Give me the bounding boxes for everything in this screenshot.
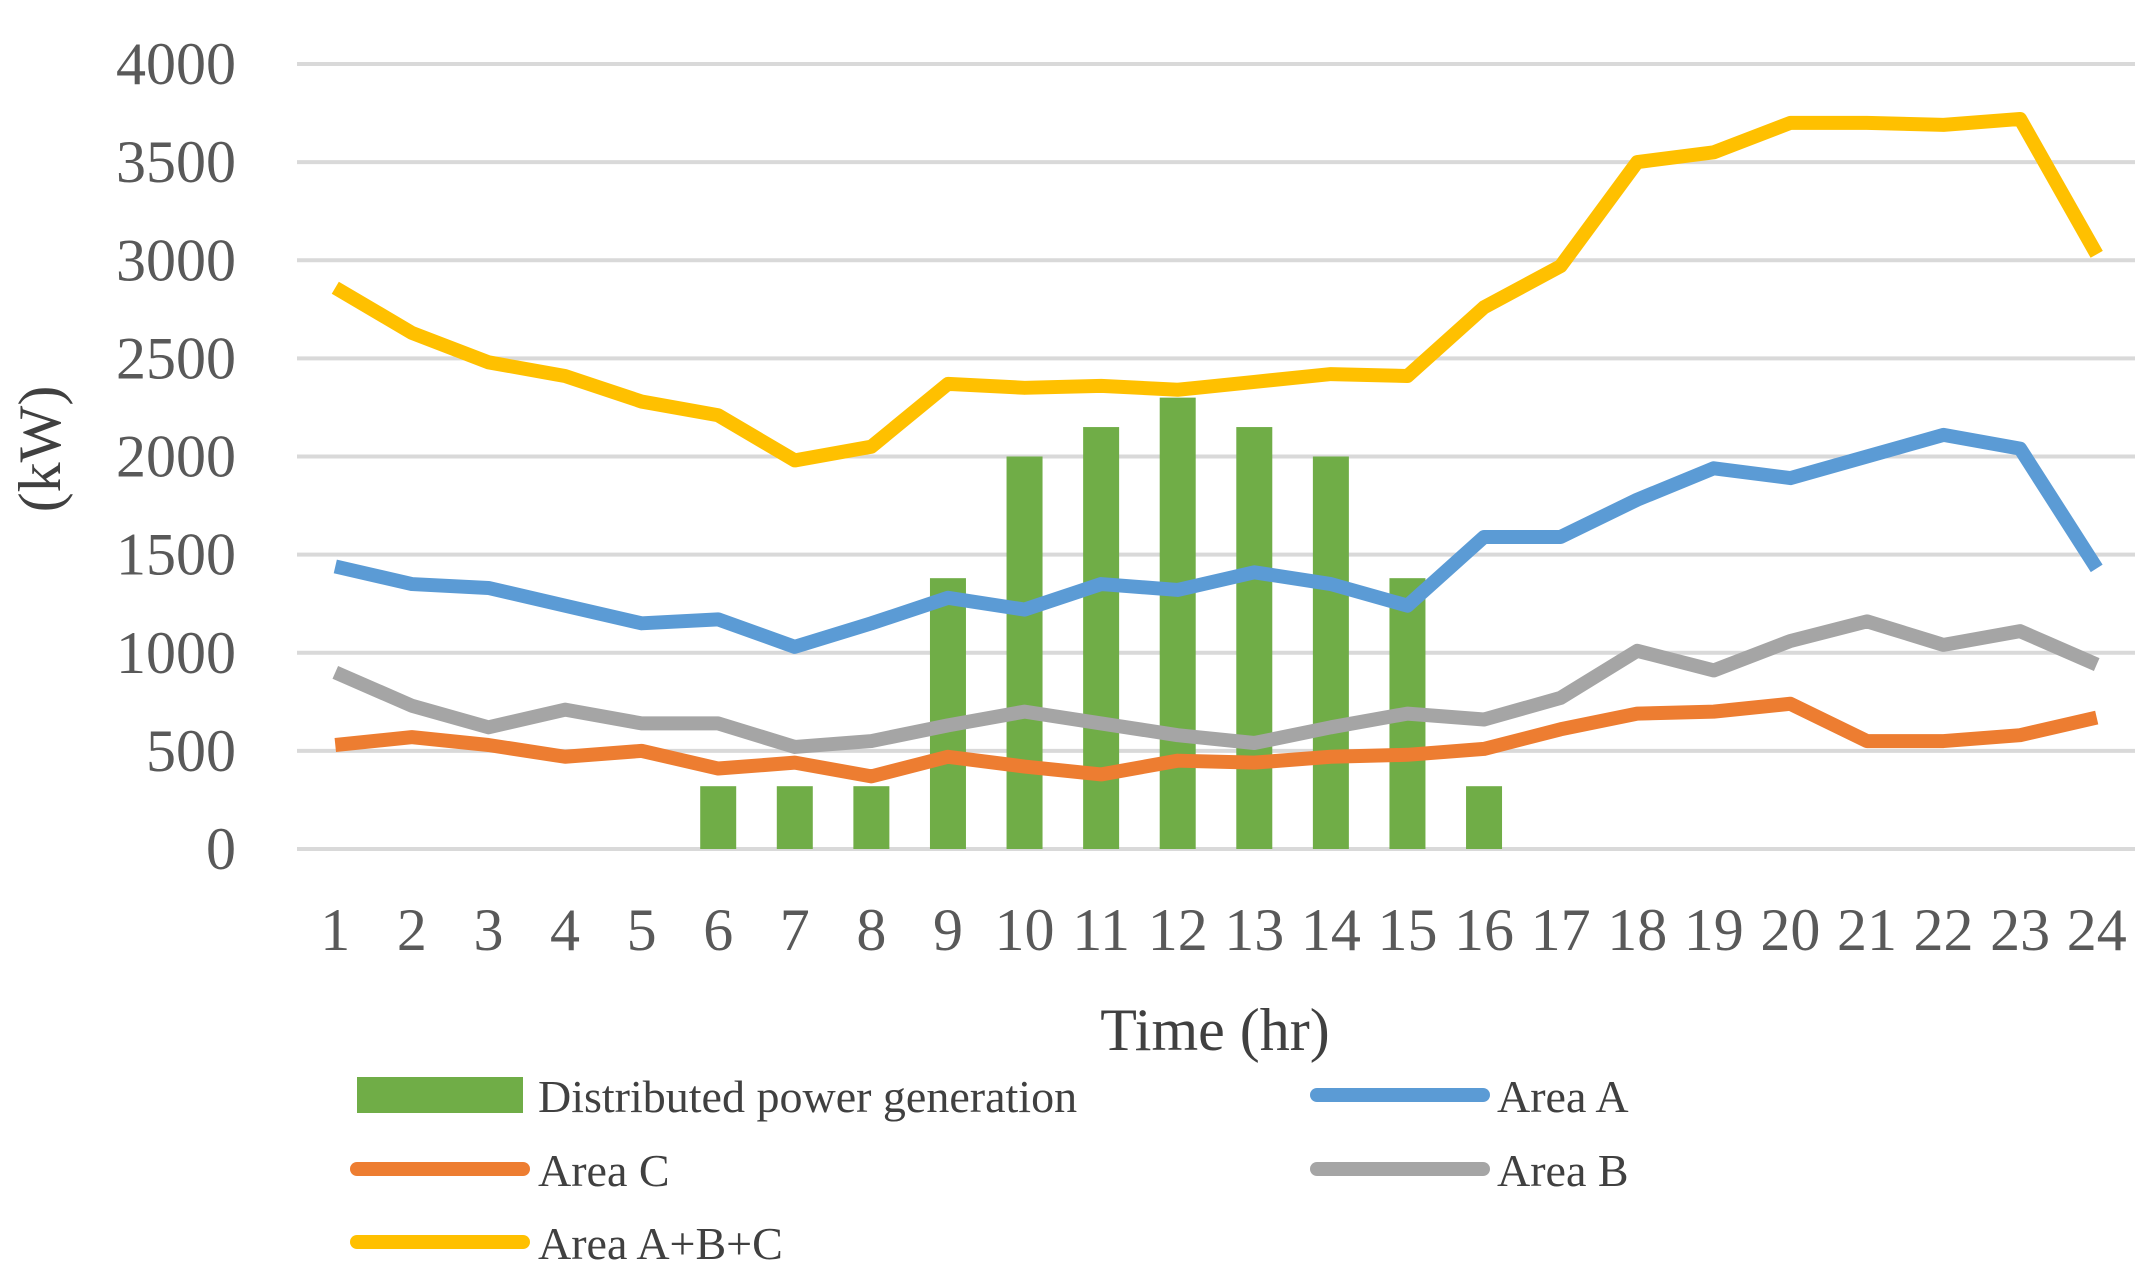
y-axis-title: (kW) <box>7 386 73 513</box>
line-area-c <box>334 696 2099 784</box>
x-tick-label: 23 <box>1990 897 2050 963</box>
x-tick-label: 7 <box>780 897 810 963</box>
y-tick-label: 0 <box>206 816 236 882</box>
bar-distributed-power-generation-7 <box>776 786 813 849</box>
y-tick-label: 2500 <box>116 325 236 391</box>
x-tick-label: 5 <box>627 897 657 963</box>
x-tick-label: 13 <box>1224 897 1284 963</box>
x-tick-label: 18 <box>1607 897 1667 963</box>
x-tick-label: 6 <box>703 897 733 963</box>
bar-distributed-power-generation-12 <box>1159 397 1196 849</box>
y-axis-ticks: 0 500 1000 1500 2000 2500 3000 3500 4000 <box>116 31 236 882</box>
x-tick-label: 15 <box>1377 897 1437 963</box>
x-tick-label: 11 <box>1072 897 1130 963</box>
x-axis-ticks: 1 2 3 4 5 6 7 8 9 10 11 12 13 14 15 16 17 18 19 20 21 22 23 24 <box>320 897 2126 963</box>
line-area-a-b-c <box>331 111 2103 468</box>
legend-swatch-distributed-power-generation <box>357 1077 523 1113</box>
legend-label-area-a: Area A <box>1497 1071 1629 1122</box>
x-tick-label: 10 <box>995 897 1055 963</box>
x-tick-label: 21 <box>1837 897 1897 963</box>
legend-label-area-abc: Area A+B+C <box>538 1218 783 1269</box>
line-series <box>331 111 2103 784</box>
x-tick-label: 4 <box>550 897 580 963</box>
legend-label-area-b: Area B <box>1497 1145 1629 1196</box>
bar-series <box>700 397 1503 849</box>
legend: Distributed power generation Area A Area… <box>350 1071 1629 1269</box>
x-tick-label: 2 <box>397 897 427 963</box>
x-axis-title: Time (hr) <box>1100 997 1329 1063</box>
x-tick-label: 20 <box>1760 897 1820 963</box>
y-tick-label: 500 <box>146 718 236 784</box>
bar-distributed-power-generation-6 <box>700 786 737 849</box>
legend-label-distributed-power-generation: Distributed power generation <box>538 1071 1077 1122</box>
x-tick-label: 16 <box>1454 897 1514 963</box>
bar-distributed-power-generation-11 <box>1083 427 1120 849</box>
bar-distributed-power-generation-16 <box>1466 786 1503 849</box>
y-tick-label: 2000 <box>116 424 236 490</box>
bar-distributed-power-generation-10 <box>1006 456 1043 849</box>
x-tick-label: 1 <box>320 897 350 963</box>
bar-distributed-power-generation-9 <box>929 578 966 849</box>
line-area-a <box>333 427 2103 654</box>
y-tick-label: 1000 <box>116 620 236 686</box>
y-tick-label: 4000 <box>116 31 236 97</box>
x-tick-label: 19 <box>1684 897 1744 963</box>
y-tick-label: 3000 <box>116 227 236 293</box>
bar-distributed-power-generation-13 <box>1236 427 1273 849</box>
x-tick-label: 3 <box>473 897 503 963</box>
y-tick-label: 1500 <box>116 522 236 588</box>
x-tick-label: 17 <box>1531 897 1591 963</box>
x-tick-label: 14 <box>1301 897 1361 963</box>
x-tick-label: 24 <box>2067 897 2127 963</box>
x-tick-label: 9 <box>933 897 963 963</box>
bar-distributed-power-generation-8 <box>853 786 890 849</box>
x-tick-label: 22 <box>1914 897 1974 963</box>
bar-distributed-power-generation-14 <box>1312 456 1349 849</box>
x-tick-label: 12 <box>1148 897 1208 963</box>
legend-label-area-c: Area C <box>538 1145 670 1196</box>
line-area-b <box>332 614 2100 754</box>
x-tick-label: 8 <box>856 897 886 963</box>
y-tick-label: 3500 <box>116 129 236 195</box>
